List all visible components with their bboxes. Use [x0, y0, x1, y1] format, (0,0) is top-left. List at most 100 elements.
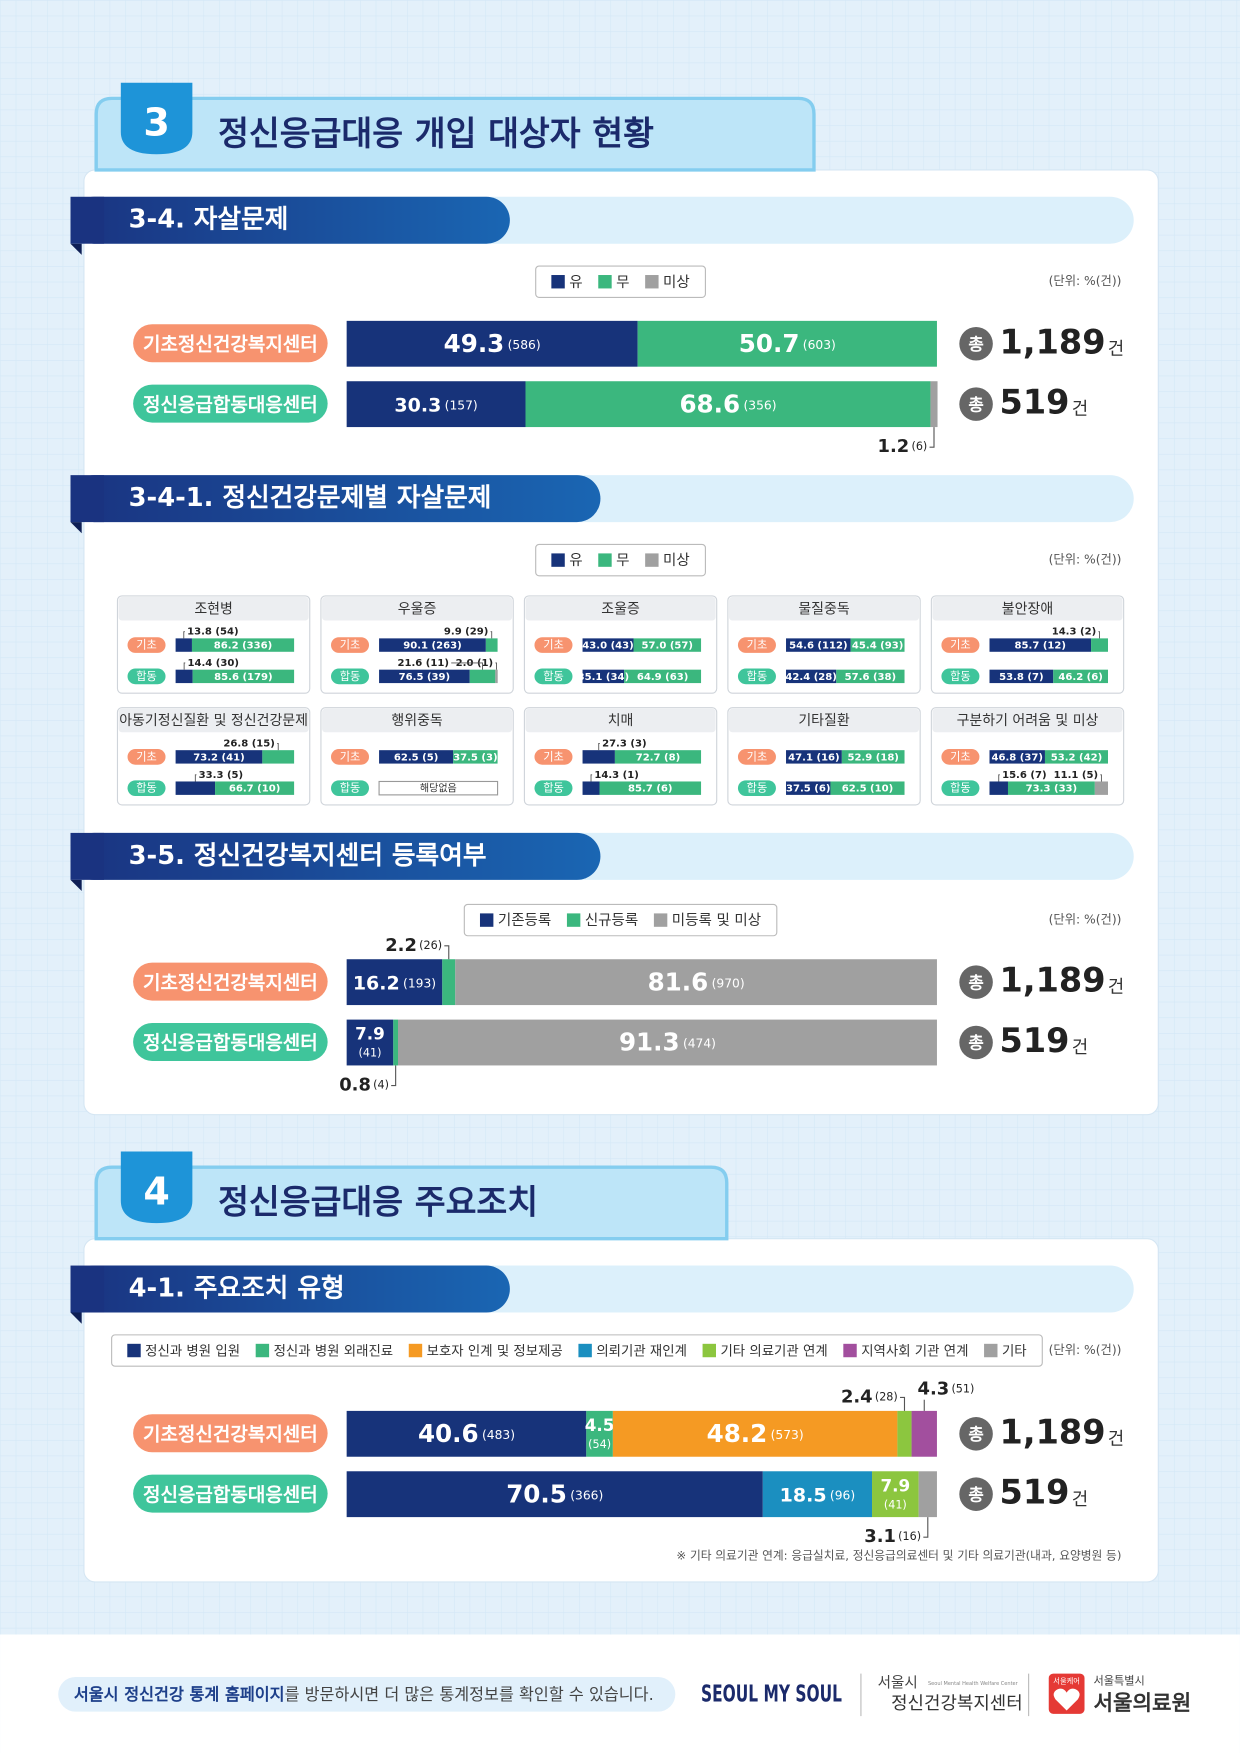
- bar-segment: [762, 1471, 873, 1518]
- callout-label: 4.3 (51): [918, 1379, 975, 1400]
- row-pill: [737, 637, 776, 653]
- legend-label: 보호자 인계 및 정보제공: [427, 1344, 563, 1360]
- callout-label: 9.9 (29): [444, 627, 488, 638]
- bar-label: 76.5 (39): [399, 672, 450, 683]
- bar-segment: [1053, 669, 1109, 684]
- legend-label: 미등록 및 미상: [672, 912, 761, 929]
- bar-label: 85.6 (179): [214, 672, 272, 683]
- bar-segment: [582, 781, 600, 795]
- bar-segment: [989, 781, 1008, 795]
- subheader-title: 4-1. 주요조치 유형: [129, 1274, 345, 1304]
- bar-label: 70.5 (366): [506, 1479, 603, 1508]
- bar-value: 68.6: [679, 389, 740, 418]
- panel-header: [729, 597, 920, 621]
- row-label: 합동: [340, 670, 361, 683]
- subheader-title: 3-4-1. 정신건강문제별 자살문제: [129, 483, 492, 513]
- legend-swatch: [653, 913, 668, 927]
- category-pill: [133, 1414, 328, 1453]
- bar-segment: [989, 638, 1092, 652]
- brand-logo: SEOUL MY SOUL: [701, 1679, 842, 1707]
- bar-label: 62.5 (10): [842, 784, 893, 795]
- legend-box: [535, 543, 706, 577]
- legend-label: 정신과 병원 외래진료: [274, 1344, 394, 1360]
- bar-label: 50.7 (603): [739, 329, 836, 358]
- callout-line: [183, 631, 185, 639]
- legend-swatch: [551, 275, 565, 289]
- bar-value: 7.9: [355, 1024, 385, 1044]
- bar-segment: [830, 781, 905, 795]
- bar-label: 57.6 (38): [845, 672, 896, 683]
- callout-label: 1.2 (6): [878, 436, 928, 457]
- row-label: 합동: [747, 670, 768, 683]
- total-badge: [959, 1025, 993, 1060]
- bar-segment: [346, 320, 638, 367]
- bar-label: 49.3 (586): [444, 329, 541, 358]
- row-label: 기초: [747, 639, 768, 652]
- callout-label: 3.1 (16): [864, 1526, 921, 1547]
- bar-count: (970): [712, 976, 745, 990]
- bar-label: 46.8 (37): [991, 752, 1042, 763]
- unit-label: (단위: %(건)): [1049, 553, 1122, 567]
- bar-segment: [453, 750, 498, 764]
- bar-segment: [346, 1019, 394, 1066]
- row-label: 기초: [136, 750, 157, 763]
- bar-segment: [582, 750, 615, 764]
- callout-line: [183, 662, 186, 670]
- total-badge: [959, 965, 993, 999]
- row-label: 기초: [747, 750, 768, 763]
- callout-count: (26): [419, 939, 442, 952]
- legend-label: 유: [569, 553, 582, 569]
- callout-line: [277, 743, 279, 751]
- subheader-title: 3-5. 정신건강복지센터 등록여부: [129, 841, 487, 871]
- bar-count: (157): [445, 398, 478, 412]
- row-pill: [941, 668, 980, 685]
- bar-value: 50.7: [739, 329, 800, 358]
- unit-label: (단위: %(건)): [1049, 913, 1122, 927]
- panel-title: 기타질환: [798, 713, 850, 729]
- panel-header: [932, 597, 1123, 621]
- row-pill: [941, 637, 980, 653]
- category-pill: [133, 1022, 328, 1061]
- legend: 유 무 미상: [535, 265, 706, 298]
- total-prefix: 총: [968, 1424, 983, 1444]
- legend-swatch: [566, 913, 581, 927]
- footer-message: 서울시 정신건강 통계 홈페이지를 방문하시면 더 많은 통계정보를 확인할 수…: [74, 1684, 654, 1703]
- row-label: 합동: [136, 782, 157, 795]
- category-pill: [133, 324, 328, 363]
- bar-segment: [215, 781, 295, 795]
- legend-box: [111, 1334, 1043, 1367]
- legend-label: 미상: [663, 552, 690, 569]
- footer-message-rest: 를 방문하시면 더 많은 통계정보를 확인할 수 있습니다.: [285, 1684, 654, 1703]
- bar-value: 48.2: [707, 1419, 768, 1448]
- bar-segment: [346, 381, 526, 428]
- category-label: 정신응급합동대응센터: [143, 1032, 318, 1054]
- category-label: 기초정신건강복지센터: [143, 972, 318, 994]
- bar-segment: [346, 1471, 763, 1518]
- bar-segment: [624, 669, 702, 684]
- bar-segment: [582, 669, 625, 684]
- category-label: 정신응급합동대응센터: [143, 394, 318, 416]
- total-suffix: 건: [1072, 399, 1088, 420]
- panel-header: [525, 597, 716, 621]
- total-prefix: 총: [968, 1484, 983, 1504]
- bar-label: 68.6 (356): [679, 389, 776, 418]
- bar-value: 40.6: [418, 1419, 479, 1448]
- bar-label: 85.7 (6): [628, 784, 672, 795]
- panel-header: [118, 708, 309, 733]
- callout-line: [1100, 774, 1102, 782]
- callout-value: 2.2: [385, 935, 417, 956]
- bar-label: 81.6 (970): [648, 967, 745, 996]
- section-number: 3: [143, 101, 169, 145]
- panel-title: 치매: [608, 713, 634, 729]
- bar-segment: [637, 320, 937, 367]
- bar-segment: [262, 750, 295, 764]
- bar-segment: [192, 669, 295, 684]
- bar-label: 62.5 (5): [394, 752, 438, 763]
- bar-segment: [175, 669, 193, 684]
- bar-count: (96): [830, 1488, 855, 1502]
- category-label: 기초정신건강복지센터: [143, 1423, 318, 1445]
- callout-line: [923, 1517, 929, 1538]
- callout-label: 27.3 (3): [602, 738, 646, 749]
- bar-label: 85.7 (12): [1015, 641, 1066, 652]
- bar-segment: [930, 381, 938, 428]
